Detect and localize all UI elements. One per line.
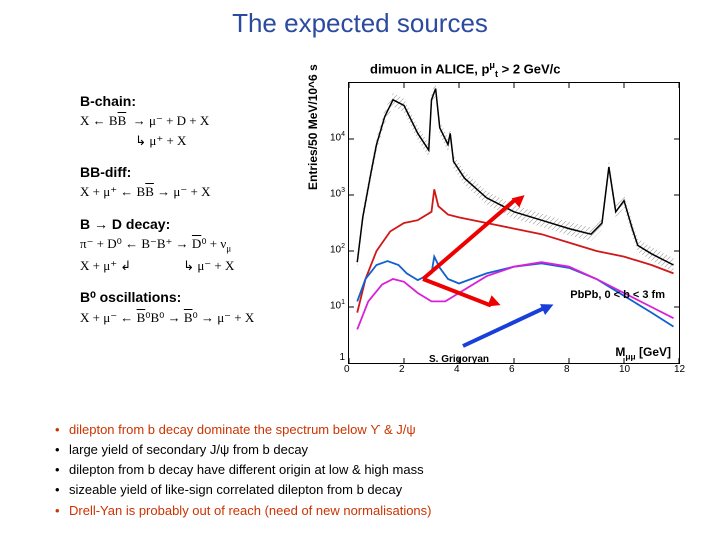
in-plot-label: PbPb, 0 < b < 3 fm [570, 289, 665, 301]
bd-label: B → D decay: [80, 216, 300, 232]
bosc-label: B⁰ oscillations: [80, 289, 300, 306]
page-title: The expected sources [0, 8, 720, 39]
bbdiff-label: BB-diff: [80, 164, 300, 180]
bullet-list: •dilepton from b decay dominate the spec… [55, 420, 675, 521]
bbdiff-formula: X + μ⁺ ← BB → μ⁻ + X [80, 182, 300, 202]
decay-sources-column: B-chain: X ← BB → μ⁻ + D + X ↳ μ⁺ + X BB… [80, 85, 300, 328]
bosc-formula: X + μ⁻ ← B⁰B⁰ → B⁰ → μ⁻ + X [80, 308, 300, 328]
y-axis-label: Entries/50 MeV/10^6 s [306, 64, 320, 190]
dimuon-chart: dimuon in ALICE, pμt > 2 GeV/c unlike-si… [310, 60, 690, 400]
x-axis-label: Mμμ [GeV] [615, 345, 671, 361]
chart-title: dimuon in ALICE, pμt > 2 GeV/c [370, 60, 561, 79]
bchain-label: B-chain: [80, 93, 300, 109]
bd-formula: π⁻ + D⁰ ← B⁻B⁺ → D⁰ + νμ X + μ⁺ ↲ ↳ μ⁻ +… [80, 234, 300, 276]
bchain-formula: X ← BB → μ⁻ + D + X ↳ μ⁺ + X [80, 111, 300, 150]
